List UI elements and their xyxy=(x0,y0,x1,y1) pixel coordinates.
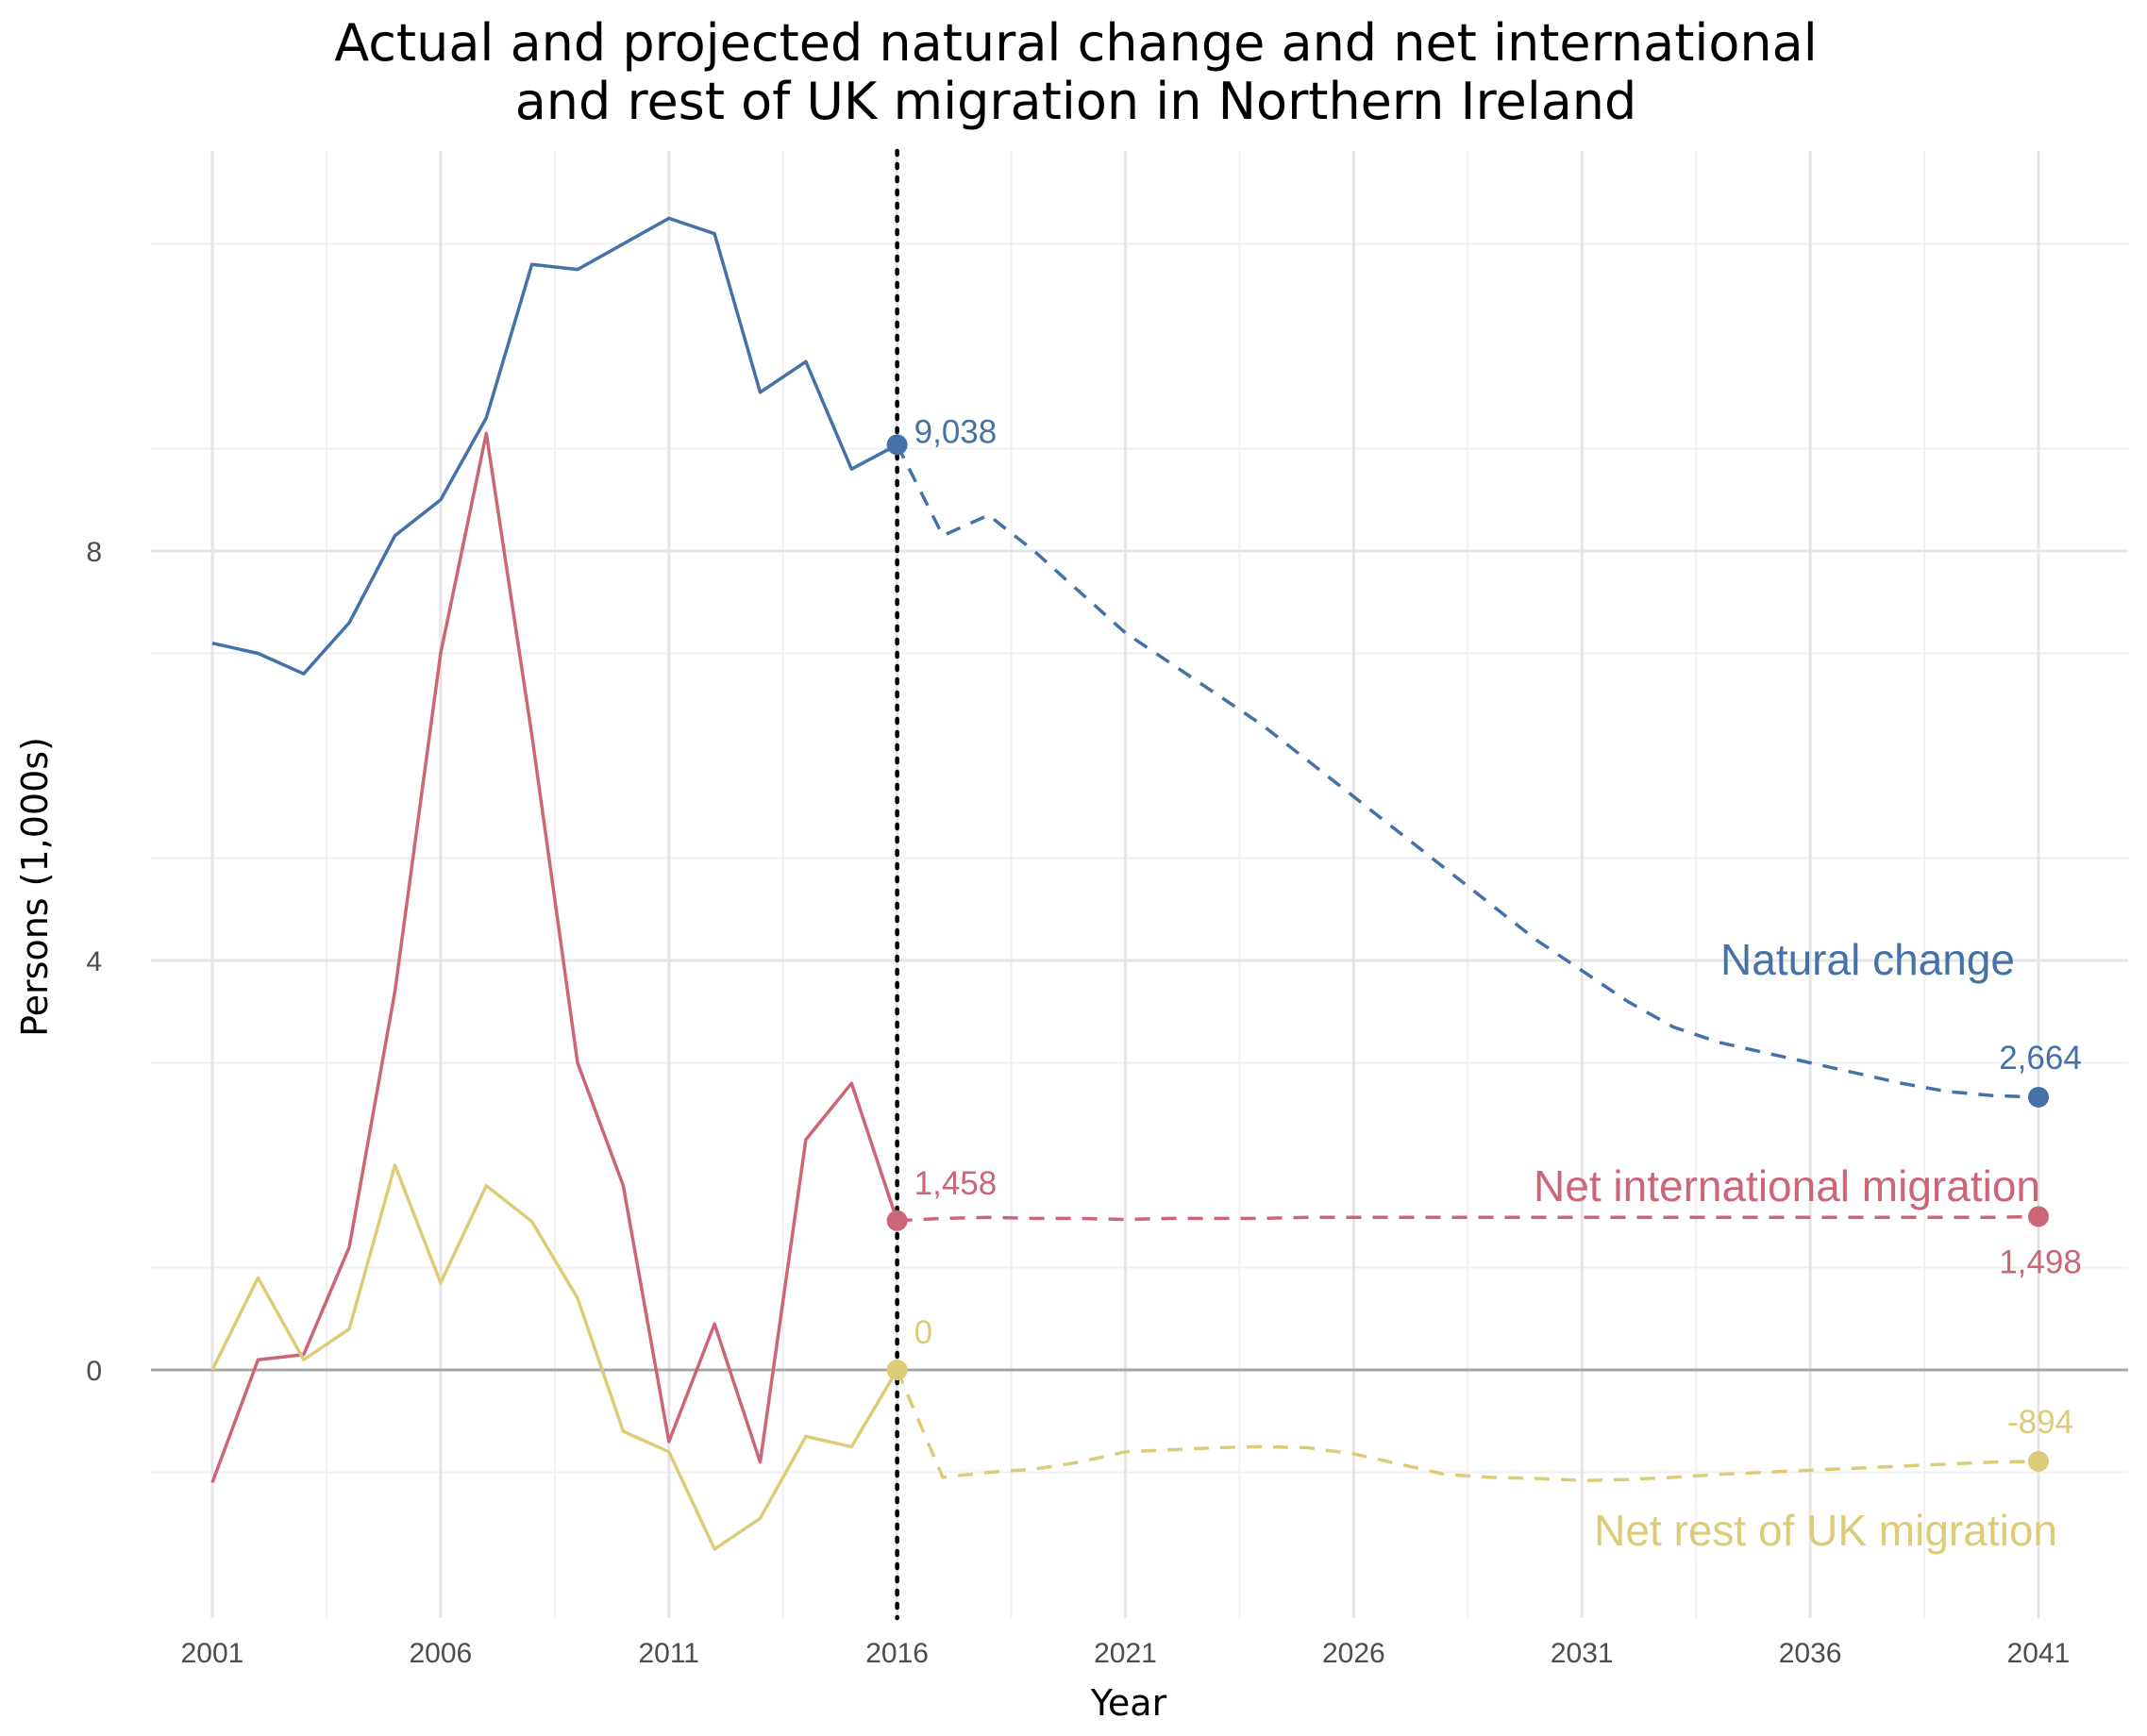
net-international-migration-end-value-label: 1,498 xyxy=(1999,1244,2082,1280)
net-rest-of-uk-migration-end-point xyxy=(2028,1450,2049,1472)
y-axis-title: Persons (1,000s) xyxy=(14,737,56,1037)
x-tick-label-2031: 2031 xyxy=(1551,1638,1614,1669)
net-international-migration-series-label: Net international migration xyxy=(1534,1161,2040,1210)
x-tick-label-2001: 2001 xyxy=(181,1638,244,1669)
y-tick-label-8: 8 xyxy=(86,537,102,568)
net-rest-of-uk-migration-start-point xyxy=(886,1360,908,1380)
net-rest-of-uk-migration-end-value-label: -894 xyxy=(2007,1404,2073,1441)
chart-title-line-2: and rest of UK migration in Northern Ire… xyxy=(515,72,1637,131)
x-tick-label-2021: 2021 xyxy=(1094,1638,1157,1669)
natural-change-end-point xyxy=(2028,1086,2049,1108)
natural-change-actual-line xyxy=(211,216,898,676)
net-rest-of-uk-migration-start-value-label: 0 xyxy=(914,1314,932,1351)
net-rest-of-uk-migration-projected-line xyxy=(895,1369,2039,1482)
y-tick-label-4: 4 xyxy=(86,946,102,977)
series-layer xyxy=(210,148,2049,1621)
x-tick-label-2026: 2026 xyxy=(1322,1638,1385,1669)
net-rest-of-uk-migration-actual-line xyxy=(210,1163,899,1551)
x-tick-label-2041: 2041 xyxy=(2007,1638,2071,1669)
net-international-migration-start-point xyxy=(886,1210,908,1231)
x-tick-label-2016: 2016 xyxy=(865,1638,929,1669)
net-international-migration-end-point xyxy=(2028,1206,2049,1227)
x-tick-label-2036: 2036 xyxy=(1779,1638,1842,1669)
natural-change-start-point xyxy=(886,434,908,456)
natural-change-start-value-label: 9,038 xyxy=(914,413,998,450)
x-axis-title: Year xyxy=(1090,1682,1167,1724)
natural-change-series-label: Natural change xyxy=(1720,935,2015,984)
axes: 2001 2006 2011 2016 2021 2026 2031 2036 2041 0 4 8 xyxy=(86,537,2070,1669)
net-international-migration-actual-line xyxy=(210,431,899,1483)
y-tick-label-0: 0 xyxy=(86,1356,102,1387)
chart-title-line-1: Actual and projected natural change and … xyxy=(334,13,1818,73)
x-tick-label-2006: 2006 xyxy=(410,1638,473,1669)
net-rest-of-uk-migration-series-label: Net rest of UK migration xyxy=(1594,1506,2057,1555)
net-international-migration-start-value-label: 1,458 xyxy=(914,1165,998,1202)
label-layer: 9,038 2,664 Natural change 1,458 1,498 Net in… xyxy=(914,413,2082,1555)
x-tick-label-2011: 2011 xyxy=(638,1638,699,1669)
natural-change-end-value-label: 2,664 xyxy=(1999,1040,2082,1077)
net-international-migration-projected-line xyxy=(897,1214,2039,1223)
